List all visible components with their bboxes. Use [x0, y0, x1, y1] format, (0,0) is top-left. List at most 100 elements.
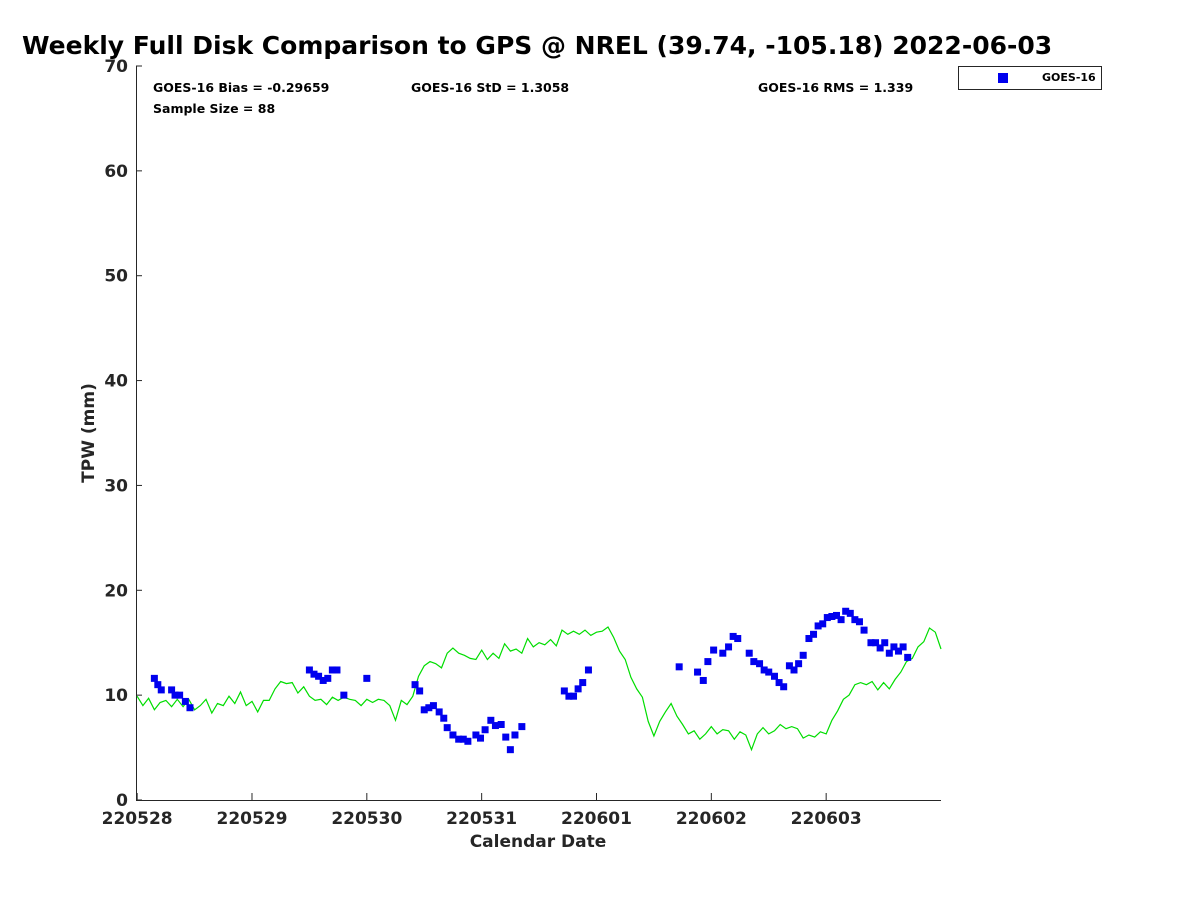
- goes16-point: [574, 685, 582, 693]
- goes16-point: [429, 702, 437, 710]
- goes16-point: [487, 716, 495, 724]
- goes16-point: [872, 639, 880, 647]
- goes16-point: [790, 666, 798, 674]
- gps-series-line: [136, 626, 942, 752]
- x-tick-label: 220529: [216, 809, 287, 829]
- goes16-point: [324, 674, 332, 682]
- goes16-point: [729, 632, 737, 640]
- goes16-point: [481, 726, 489, 734]
- goes16-point: [411, 681, 419, 689]
- goes16-point: [855, 618, 863, 626]
- goes16-point: [890, 643, 898, 651]
- x-axis-label: Calendar Date: [470, 832, 607, 852]
- goes16-point: [756, 660, 764, 668]
- goes16-point: [425, 704, 433, 712]
- goes16-point: [497, 721, 505, 729]
- y-tick-label: 50: [104, 267, 128, 287]
- y-tick-label: 30: [104, 476, 128, 496]
- goes16-point: [780, 683, 788, 691]
- goes16-point: [745, 649, 753, 657]
- goes16-point: [750, 658, 758, 666]
- goes16-point: [837, 616, 845, 624]
- goes16-point: [770, 672, 778, 680]
- goes16-point: [340, 691, 348, 699]
- goes16-point: [810, 630, 818, 638]
- goes16-point: [734, 635, 742, 643]
- y-tick-label: 40: [104, 372, 128, 392]
- goes16-point: [675, 663, 683, 671]
- goes16-point: [823, 614, 831, 622]
- y-axis: 0 10 20 30 40 50 60 70: [104, 57, 142, 811]
- goes16-point: [154, 681, 162, 689]
- goes16-point: [799, 651, 807, 659]
- goes16-point: [699, 676, 707, 684]
- goes16-point: [876, 644, 884, 652]
- legend-label: GOES-16: [1042, 71, 1096, 84]
- x-tick-label: 220602: [676, 809, 747, 829]
- goes16-point: [333, 666, 341, 674]
- goes16-point: [828, 613, 836, 620]
- goes16-point: [805, 635, 813, 643]
- goes16-point: [904, 653, 912, 661]
- goes16-point: [570, 692, 578, 700]
- goes16-point: [867, 639, 875, 647]
- goes16-point: [842, 607, 850, 615]
- goes16-point: [181, 697, 189, 705]
- goes16-point: [449, 731, 457, 739]
- goes16-point: [885, 649, 893, 657]
- goes16-point: [502, 733, 510, 741]
- goes16-point: [710, 646, 718, 654]
- goes16-point: [455, 735, 463, 743]
- goes16-point: [315, 672, 323, 680]
- goes16-point: [760, 666, 768, 674]
- goes16-point: [464, 737, 472, 745]
- rms-stat: GOES-16 RMS = 1.339: [758, 80, 913, 95]
- goes16-point: [719, 649, 727, 657]
- goes16-point: [518, 723, 526, 731]
- goes16-point: [363, 674, 371, 682]
- y-tick-label: 60: [104, 162, 128, 182]
- goes16-point: [472, 731, 480, 739]
- goes16-point: [420, 706, 428, 714]
- x-tick-label: 220601: [561, 809, 632, 829]
- goes16-point: [584, 666, 592, 674]
- y-tick-label: 0: [116, 791, 128, 811]
- goes16-point: [704, 658, 712, 666]
- goes16-point: [305, 666, 313, 674]
- goes16-point: [157, 686, 165, 694]
- goes16-point: [895, 647, 903, 655]
- goes16-point: [725, 643, 733, 651]
- x-axis: 220528 220529 220530 220531 220601 220602 2206…: [102, 793, 862, 829]
- goes16-point: [846, 609, 854, 617]
- std-stat: GOES-16 StD = 1.3058: [411, 80, 569, 95]
- goes16-point: [819, 620, 827, 628]
- x-tick-label: 220603: [791, 809, 862, 829]
- goes16-point: [775, 679, 783, 687]
- x-tick-label: 220531: [446, 809, 517, 829]
- x-tick-label: 220530: [331, 809, 402, 829]
- goes16-point: [310, 670, 318, 678]
- goes16-point: [319, 676, 327, 684]
- goes16-point: [832, 611, 840, 619]
- goes16-point: [851, 616, 859, 624]
- goes16-point: [579, 679, 587, 687]
- y-tick-label: 70: [104, 57, 128, 77]
- goes16-point: [168, 686, 176, 694]
- y-axis-label: TPW (mm): [79, 383, 99, 483]
- goes16-point: [328, 666, 336, 674]
- goes16-point: [477, 734, 485, 742]
- series-layer: [136, 607, 942, 754]
- goes16-point: [565, 692, 573, 700]
- goes16-point: [785, 662, 793, 670]
- legend-box: [958, 66, 1102, 90]
- legend: GOES-16: [958, 66, 1102, 90]
- goes16-point: [511, 731, 519, 739]
- goes16-point: [765, 668, 773, 676]
- sample-size-stat: Sample Size = 88: [153, 101, 275, 116]
- goes16-point: [860, 626, 868, 634]
- goes16-point: [440, 714, 448, 722]
- goes16-point: [560, 687, 568, 695]
- goes16-point: [881, 639, 889, 647]
- goes16-point: [795, 660, 803, 668]
